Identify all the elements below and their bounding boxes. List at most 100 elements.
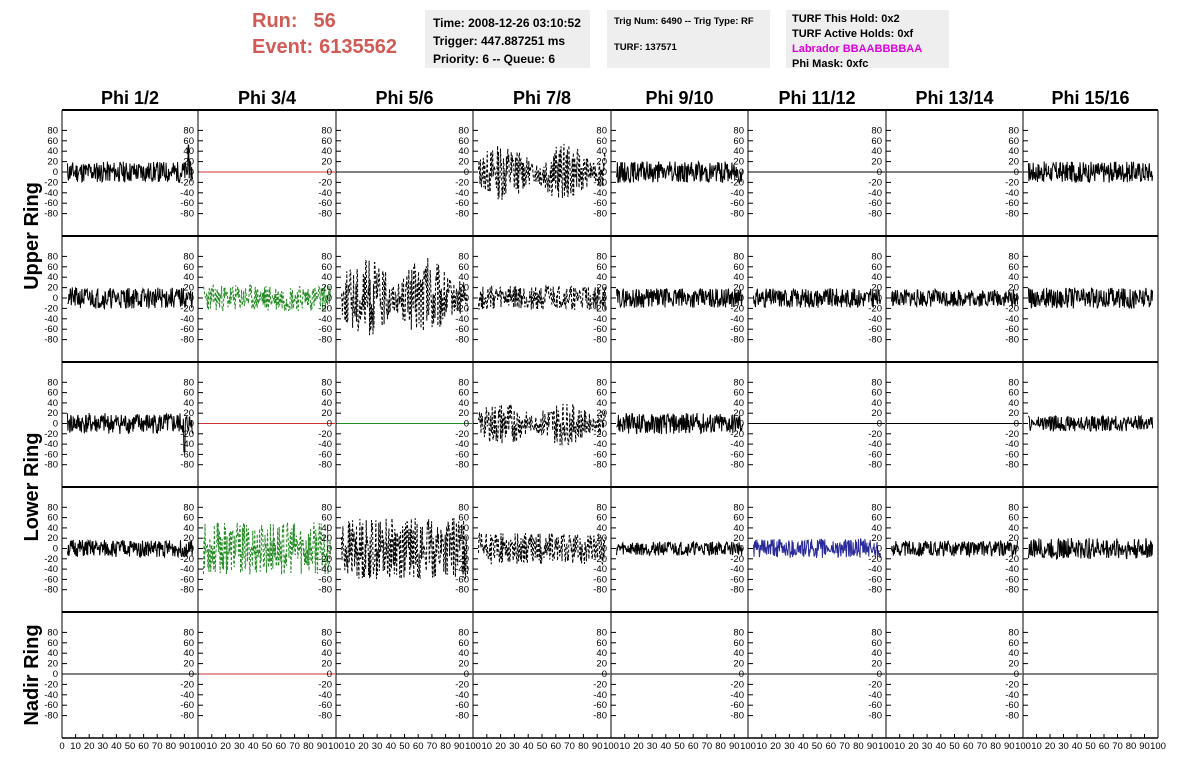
y-tick-label: -60 (44, 198, 58, 209)
waveform-trace (66, 412, 194, 453)
ring-label: Upper Ring (21, 182, 43, 290)
waveform-trace (616, 540, 743, 557)
y-tick-label: 60 (871, 638, 882, 649)
y-tick-label: 60 (871, 513, 882, 524)
y-tick-label: 20 (733, 157, 744, 168)
waveform-trace (66, 144, 194, 184)
y-tick-label: 80 (871, 125, 882, 136)
y-tick-label: 0 (1014, 544, 1019, 555)
y-tick-label: -80 (868, 460, 882, 471)
y-tick-label: -40 (593, 439, 607, 450)
y-tick-label: 40 (321, 146, 332, 157)
y-tick-label: 0 (1014, 167, 1019, 178)
y-tick-label: 80 (183, 627, 194, 638)
x-tick-label: 70 (702, 741, 713, 752)
y-tick-label: 20 (183, 283, 194, 294)
y-tick-label: -40 (318, 564, 332, 575)
y-tick-label: -60 (455, 700, 469, 711)
y-tick-label: -20 (455, 177, 469, 188)
x-tick-label: 50 (812, 741, 823, 752)
x-tick-label: 30 (509, 741, 520, 752)
y-tick-label: 60 (458, 388, 469, 399)
y-tick-label: 60 (596, 388, 607, 399)
y-tick-label: -40 (593, 314, 607, 325)
x-tick-label: 10 (1031, 741, 1042, 752)
y-tick-label: -60 (868, 700, 882, 711)
waveform-trace (203, 283, 331, 312)
x-tick-label: 30 (922, 741, 933, 752)
x-tick-label: 40 (661, 741, 672, 752)
y-tick-label: -40 (180, 439, 194, 450)
y-tick-label: 80 (321, 502, 332, 513)
y-tick-label: -40 (593, 690, 607, 701)
x-tick-label: 60 (1099, 741, 1110, 752)
y-tick-label: 80 (1008, 377, 1019, 388)
y-tick-label: 20 (47, 659, 58, 670)
y-tick-label: 40 (458, 523, 469, 534)
y-tick-label: -20 (868, 679, 882, 690)
y-tick-label: -80 (180, 711, 194, 722)
y-tick-label: 40 (458, 648, 469, 659)
y-tick-label: -40 (44, 564, 58, 575)
x-tick-label: 60 (138, 741, 149, 752)
y-tick-label: -60 (1005, 574, 1019, 585)
event-label: Event: (252, 36, 314, 58)
y-tick-label: -20 (44, 554, 58, 565)
y-tick-label: 0 (327, 293, 332, 304)
y-tick-label: 80 (47, 502, 58, 513)
y-tick-label: -40 (730, 439, 744, 450)
y-tick-label: 40 (458, 146, 469, 157)
waveform-trace (67, 286, 194, 311)
turf-info-panel: TURF This Hold: 0x2 TURF Active Holds: 0… (786, 10, 949, 70)
y-tick-label: -20 (455, 679, 469, 690)
y-tick-label: 20 (1008, 659, 1019, 670)
waveform-trace (1027, 414, 1154, 432)
x-tick-label: 100 (878, 741, 894, 752)
y-tick-label: 20 (458, 283, 469, 294)
y-tick-label: -80 (1005, 460, 1019, 471)
x-tick-label: 80 (166, 741, 177, 752)
x-tick-label: 90 (317, 741, 328, 752)
y-tick-label: 0 (464, 419, 469, 430)
y-tick-label: 20 (596, 283, 607, 294)
y-tick-label: 40 (733, 523, 744, 534)
y-tick-label: -60 (730, 198, 744, 209)
y-tick-label: -20 (593, 554, 607, 565)
y-tick-label: 0 (739, 167, 744, 178)
y-tick-label: -20 (455, 303, 469, 314)
y-tick-label: 20 (47, 408, 58, 419)
y-tick-label: 40 (321, 272, 332, 283)
y-tick-label: 40 (183, 272, 194, 283)
y-tick-label: 60 (458, 262, 469, 273)
y-tick-label: -20 (730, 679, 744, 690)
y-tick-label: -20 (180, 554, 194, 565)
y-tick-label: -20 (318, 554, 332, 565)
y-tick-label: -80 (180, 585, 194, 596)
x-tick-label: 40 (386, 741, 397, 752)
y-tick-label: 60 (871, 136, 882, 147)
y-tick-label: -60 (1005, 700, 1019, 711)
y-tick-label: -20 (44, 303, 58, 314)
y-tick-label: 40 (596, 146, 607, 157)
x-tick-label: 50 (537, 741, 548, 752)
y-tick-label: -20 (318, 303, 332, 314)
y-tick-label: 40 (47, 272, 58, 283)
y-tick-label: -40 (318, 690, 332, 701)
x-tick-label: 20 (358, 741, 369, 752)
y-tick-label: 0 (464, 167, 469, 178)
y-tick-label: -20 (455, 429, 469, 440)
y-tick-label: 20 (458, 157, 469, 168)
waveform-trace (891, 539, 1018, 559)
y-tick-label: 60 (321, 262, 332, 273)
y-tick-label: 0 (189, 544, 194, 555)
y-tick-label: -40 (868, 439, 882, 450)
x-tick-label: 40 (1072, 741, 1083, 752)
y-tick-label: 0 (464, 544, 469, 555)
y-tick-label: -20 (1005, 303, 1019, 314)
y-tick-label: -20 (318, 679, 332, 690)
y-tick-label: 0 (877, 669, 882, 680)
y-tick-label: 60 (733, 388, 744, 399)
y-tick-label: -40 (593, 564, 607, 575)
x-tick-label: 10 (894, 741, 905, 752)
x-tick-label: 50 (125, 741, 136, 752)
